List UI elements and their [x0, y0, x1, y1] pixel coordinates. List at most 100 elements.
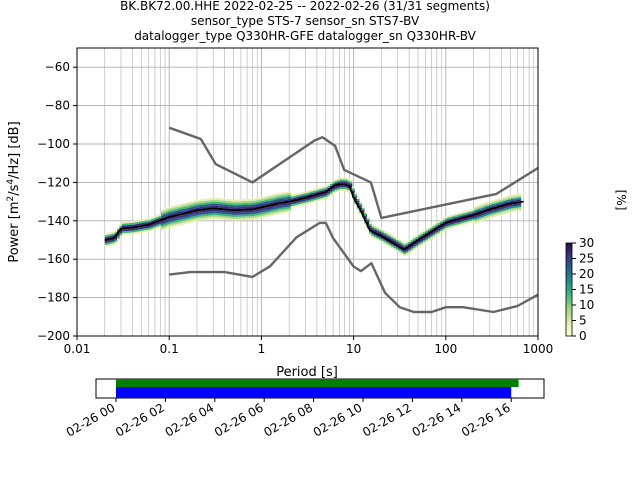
- histogram-cell: [170, 209, 174, 212]
- histogram-cell: [266, 201, 270, 204]
- histogram-cell: [268, 198, 272, 201]
- histogram-cell: [339, 185, 343, 188]
- histogram-cell: [437, 224, 441, 227]
- histogram-cell: [364, 222, 368, 225]
- histogram-cell: [148, 221, 152, 224]
- histogram-cell: [200, 214, 204, 217]
- histogram-cell: [471, 212, 475, 215]
- histogram-cell: [224, 218, 228, 220]
- histogram-cell: [415, 246, 419, 249]
- histogram-cell: [136, 227, 140, 230]
- nlnm-curve: [169, 221, 539, 314]
- histogram-cell: [288, 196, 292, 199]
- histogram-cell: [143, 228, 147, 231]
- histogram-cell: [258, 197, 262, 200]
- histogram-cell: [415, 242, 419, 245]
- histogram-cell: [300, 203, 304, 206]
- histogram-cell: [359, 207, 363, 210]
- histogram-cell: [444, 224, 448, 227]
- histogram-cell: [278, 212, 282, 214]
- histogram-cell: [437, 232, 441, 235]
- histogram-cell: [471, 216, 475, 219]
- histogram-cell: [239, 210, 243, 213]
- histogram-cell: [126, 221, 130, 224]
- histogram-cell: [170, 207, 174, 210]
- histogram-cell: [173, 211, 177, 214]
- histogram-cell: [165, 222, 169, 225]
- histogram-cell: [447, 225, 451, 228]
- histogram-cell: [422, 230, 426, 233]
- histogram-cell: [124, 221, 128, 224]
- histogram-cell: [151, 226, 155, 229]
- histogram-cell: [466, 210, 470, 213]
- histogram-cell: [354, 192, 358, 195]
- histogram-cell: [214, 201, 218, 204]
- histogram-cell: [503, 208, 507, 211]
- histogram-cell: [496, 214, 500, 217]
- histogram-cell: [263, 213, 267, 216]
- histogram-cell: [141, 223, 145, 225]
- histogram-cell: [484, 204, 487, 207]
- histogram-cell: [417, 242, 421, 245]
- histogram-cell: [276, 197, 279, 200]
- histogram-cell: [432, 235, 436, 238]
- histogram-cell: [246, 216, 250, 219]
- histogram-cell: [408, 249, 412, 252]
- histogram-cell: [469, 217, 473, 220]
- histogram-cell: [491, 209, 495, 212]
- histogram-cell: [383, 230, 387, 233]
- histogram-cell: [386, 236, 390, 239]
- histogram-cell: [254, 202, 257, 205]
- histogram-cell: [503, 212, 507, 215]
- histogram-cell: [293, 197, 297, 200]
- histogram-cell: [476, 205, 480, 208]
- histogram-cell: [405, 243, 409, 246]
- histogram-cell: [378, 239, 382, 242]
- histogram-cell: [190, 203, 194, 206]
- histogram-cell: [222, 215, 226, 218]
- histogram-cell: [271, 194, 275, 197]
- histogram-cell: [391, 235, 394, 238]
- histogram-cell: [197, 199, 201, 202]
- histogram-cell: [327, 195, 331, 198]
- histogram-cell: [170, 223, 174, 226]
- histogram-cell: [268, 195, 272, 197]
- histogram-cell: [131, 230, 135, 233]
- histogram-cell: [200, 216, 204, 219]
- histogram-cell: [261, 200, 265, 203]
- histogram-cell: [457, 214, 461, 217]
- histogram-cell: [302, 191, 306, 194]
- histogram-cell: [315, 190, 319, 193]
- histogram-cell: [462, 221, 465, 224]
- histogram-cell: [488, 216, 492, 219]
- timeline-bar-green: [116, 379, 519, 387]
- histogram-cell: [185, 210, 189, 213]
- histogram-cell: [295, 197, 299, 200]
- histogram-cell: [139, 231, 142, 234]
- histogram-cell: [315, 195, 319, 198]
- histogram-cell: [212, 215, 216, 218]
- histogram-cell: [425, 230, 429, 233]
- histogram-cell: [501, 199, 505, 202]
- histogram-cell: [366, 220, 370, 223]
- histogram-cell: [254, 213, 257, 216]
- histogram-cell: [246, 218, 250, 221]
- histogram-cell: [227, 210, 231, 213]
- histogram-cell: [334, 180, 338, 183]
- histogram-cell: [187, 221, 191, 224]
- histogram-cell: [273, 211, 277, 214]
- histogram-cell: [332, 182, 336, 184]
- histogram-cell: [239, 199, 243, 202]
- histogram-cell: [452, 225, 456, 228]
- x-tick-label: 10: [346, 342, 361, 356]
- histogram-cell: [224, 200, 228, 203]
- histogram-cell: [276, 201, 279, 203]
- histogram-cell: [479, 208, 483, 211]
- histogram-cell: [207, 198, 211, 201]
- histogram-cell: [515, 194, 519, 196]
- histogram-cell: [229, 216, 233, 219]
- histogram-cell: [107, 232, 111, 235]
- histogram-cell: [310, 201, 314, 204]
- histogram-cell: [148, 227, 152, 230]
- histogram-cell: [202, 210, 206, 213]
